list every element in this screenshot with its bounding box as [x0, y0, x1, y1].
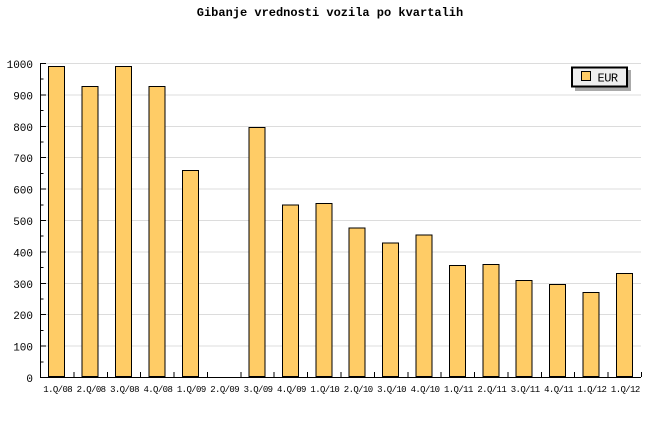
svg-text:800: 800	[13, 123, 33, 135]
svg-text:1.Q/11: 1.Q/11	[444, 385, 473, 395]
svg-text:3.Q/10: 3.Q/10	[377, 385, 406, 395]
svg-text:4.Q/11: 4.Q/11	[544, 385, 573, 395]
svg-text:2.Q/11: 2.Q/11	[477, 385, 506, 395]
svg-text:Gibanje vrednosti vozila po kv: Gibanje vrednosti vozila po kvartalih	[197, 6, 463, 20]
svg-text:1.Q/09: 1.Q/09	[177, 385, 206, 395]
svg-text:2.Q/08: 2.Q/08	[77, 385, 106, 395]
svg-text:700: 700	[13, 154, 33, 166]
svg-text:4.Q/09: 4.Q/09	[277, 385, 306, 395]
svg-text:EUR: EUR	[598, 72, 618, 86]
svg-text:3.Q/11: 3.Q/11	[511, 385, 540, 395]
svg-text:1.Q/10: 1.Q/10	[310, 385, 339, 395]
svg-text:300: 300	[13, 280, 33, 292]
svg-text:4.Q/10: 4.Q/10	[411, 385, 440, 395]
svg-text:4.Q/08: 4.Q/08	[143, 385, 172, 395]
svg-text:900: 900	[13, 91, 33, 103]
svg-text:0: 0	[26, 374, 33, 386]
svg-text:600: 600	[13, 186, 33, 198]
svg-text:2.Q/09: 2.Q/09	[210, 385, 239, 395]
svg-text:3.Q/08: 3.Q/08	[110, 385, 139, 395]
svg-text:500: 500	[13, 217, 33, 229]
svg-text:100: 100	[13, 343, 33, 355]
svg-text:1000: 1000	[7, 60, 33, 72]
svg-text:2.Q/10: 2.Q/10	[344, 385, 373, 395]
svg-text:3.Q/09: 3.Q/09	[244, 385, 273, 395]
svg-text:400: 400	[13, 248, 33, 260]
svg-text:200: 200	[13, 311, 33, 323]
svg-text:1.Q/08: 1.Q/08	[43, 385, 72, 395]
svg-text:1.Q/12: 1.Q/12	[578, 385, 607, 395]
svg-text:1.Q/12: 1.Q/12	[611, 385, 640, 395]
